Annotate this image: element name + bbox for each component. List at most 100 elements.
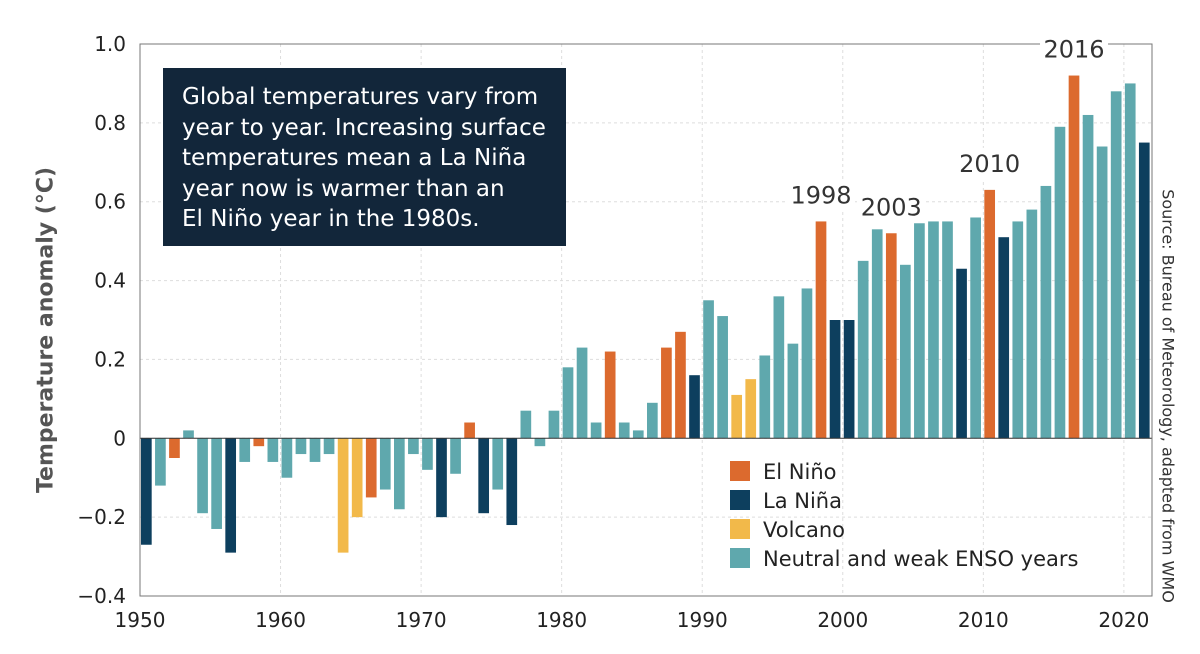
- annotation-2016: 2016: [1043, 36, 1104, 64]
- bar-1992: [731, 394, 743, 439]
- bar-1961: [295, 438, 307, 455]
- bar-1994: [759, 355, 771, 439]
- y-tick-label: 1.0: [94, 32, 126, 56]
- legend: El Niño La Niña Volcano Neutral and weak EN…: [730, 460, 1078, 571]
- x-axis-ticks: 1950 1960 1970 1980 1990 2000 2010 2020: [115, 608, 1150, 632]
- bar-1993: [745, 379, 757, 439]
- bar-2004: [900, 264, 911, 439]
- bar-1970: [422, 438, 433, 470]
- y-tick-label: 0.4: [94, 269, 126, 293]
- bar-1973: [464, 422, 475, 439]
- x-tick-label: 2020: [1098, 608, 1149, 632]
- bar-2005: [914, 205, 925, 439]
- bar-1999: [829, 320, 841, 439]
- bar-1955: [211, 438, 222, 529]
- x-tick-label: 1970: [396, 608, 447, 632]
- bar-1954: [197, 438, 208, 514]
- bar-2021: [1138, 142, 1150, 439]
- bar-2006: [928, 221, 939, 439]
- legend-swatch-L: [730, 490, 750, 510]
- bar-1964: [337, 438, 349, 553]
- annotation-bg: [857, 191, 926, 224]
- bar-1988: [675, 331, 686, 439]
- y-tick-label: 0.2: [94, 347, 126, 371]
- annotation-1998: 1998: [790, 181, 851, 209]
- bar-2012: [1012, 221, 1024, 439]
- bar-1997: [801, 288, 813, 439]
- bar-2010: [984, 189, 996, 439]
- bar-1957: [239, 438, 251, 462]
- bar-1965: [351, 438, 363, 518]
- bar-1959: [267, 438, 279, 462]
- bar-2016: [1068, 75, 1080, 439]
- plot-frame: [139, 43, 1153, 597]
- y-tick-label: 0.6: [94, 190, 126, 214]
- legend-label: La Niña: [763, 489, 842, 513]
- bar-2001: [857, 260, 869, 439]
- bar-2007: [942, 221, 953, 439]
- bar-2000: [843, 320, 855, 439]
- bar-1989: [689, 375, 700, 439]
- bar-2011: [998, 237, 1010, 439]
- bar-2014: [1040, 185, 1052, 439]
- bar-1969: [408, 438, 419, 455]
- bar-2020: [1124, 83, 1136, 439]
- bar-1998: [815, 221, 827, 439]
- legend-swatch-V: [730, 519, 750, 539]
- x-tick-label: 2000: [817, 608, 868, 632]
- y-axis-ticks: −0.4 −0.2 0 0.2 0.4 0.6 0.8 1.0: [77, 32, 126, 608]
- bar-1963: [323, 438, 335, 455]
- bar-1953: [183, 430, 194, 439]
- bar-1990: [703, 300, 714, 439]
- y-tick-label: 0: [113, 426, 126, 450]
- bar-2002: [871, 229, 883, 439]
- bar-1979: [548, 410, 560, 439]
- bar-2013: [1026, 209, 1038, 439]
- legend-label: El Niño: [763, 460, 836, 484]
- legend-label: Volcano: [763, 518, 845, 542]
- y-tick-label: −0.4: [77, 584, 126, 608]
- bar-series: [141, 75, 1150, 553]
- bar-1987: [661, 347, 672, 439]
- bar-2019: [1110, 91, 1122, 439]
- annotation-bg: [1040, 33, 1109, 66]
- bar-1960: [281, 438, 293, 478]
- annotation-bg: [787, 179, 856, 212]
- callout-line: temperatures mean a La Niña: [182, 145, 527, 171]
- legend-swatch-E: [730, 461, 750, 481]
- x-tick-label: 1980: [536, 608, 587, 632]
- x-tick-label: 1990: [677, 608, 728, 632]
- bar-1980: [562, 367, 574, 439]
- annotation-bg: [955, 147, 1024, 180]
- y-axis-label: Temperature anomaly (°C): [33, 166, 59, 494]
- y-tick-label: 0.8: [94, 111, 126, 135]
- x-tick-label: 1960: [255, 608, 306, 632]
- callout-line: year now is warmer than an: [182, 175, 505, 202]
- bar-1995: [773, 296, 785, 439]
- bar-1962: [309, 438, 321, 462]
- bar-1956: [225, 438, 237, 553]
- x-tick-label: 2010: [958, 608, 1009, 632]
- legend-swatch-N: [730, 548, 750, 568]
- legend-label: Neutral and weak ENSO years: [763, 547, 1078, 571]
- bar-1975: [492, 438, 504, 490]
- bar-1982: [590, 422, 602, 439]
- bar-2018: [1096, 146, 1108, 439]
- bar-1984: [618, 422, 630, 439]
- bar-1985: [632, 430, 644, 439]
- callout-line: year to year. Increasing surface: [182, 114, 546, 141]
- bar-1968: [394, 438, 405, 510]
- bar-1971: [436, 438, 447, 518]
- bar-1981: [576, 347, 588, 439]
- bar-1966: [365, 438, 377, 498]
- bar-2008: [956, 268, 967, 439]
- bar-1952: [169, 438, 180, 458]
- bar-1951: [155, 438, 166, 486]
- bar-1991: [717, 316, 728, 439]
- source-note: Source: Bureau of Meteorology, adapted f…: [1158, 189, 1178, 603]
- bar-1978: [534, 438, 546, 447]
- x-tick-label: 1950: [115, 608, 166, 632]
- bar-1967: [379, 438, 391, 490]
- bar-1972: [450, 438, 461, 474]
